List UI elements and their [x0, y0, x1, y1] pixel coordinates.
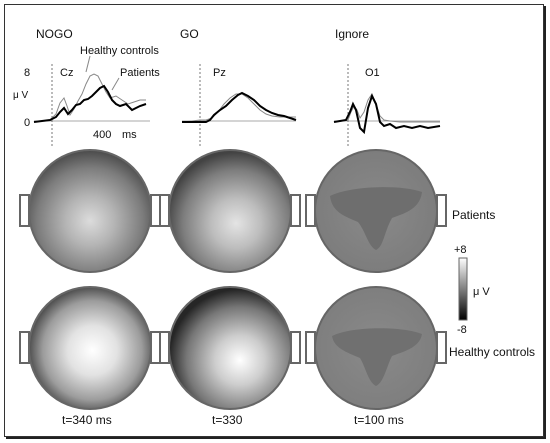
condition-label-go: GO	[180, 27, 199, 41]
row-label-healthy-controls: Healthy controls	[449, 345, 535, 359]
condition-label-nogo: NOGO	[36, 27, 73, 41]
head-ear-left	[19, 331, 30, 364]
erp-legend-leader-patients	[111, 77, 120, 91]
head-ear-right	[436, 331, 447, 364]
erp-trace-patients	[182, 91, 297, 123]
erp-x-tick-400: 400	[93, 129, 111, 141]
topo-map-patients-go	[159, 149, 301, 273]
row-label-patients: Patients	[452, 208, 495, 222]
topo-map-healthy-ignore	[305, 286, 447, 410]
head-ear-left	[159, 331, 170, 364]
topo-map-healthy-go	[159, 286, 301, 410]
head-ear-left	[305, 194, 316, 227]
head-ear-right	[290, 194, 301, 227]
erp-legend-leader-healthy	[85, 55, 91, 73]
head-ear-right	[436, 194, 447, 227]
head-ear-left	[305, 331, 316, 364]
erp-channel-o1: O1	[365, 67, 380, 79]
erp-trace-healthy-controls	[33, 73, 146, 123]
colorbar-min-label: -8	[457, 324, 467, 336]
erp-x-unit: ms	[122, 129, 137, 141]
colorbar: +8 -8 μ V	[454, 244, 490, 336]
head-ear-right	[290, 331, 301, 364]
erp-panel-ignore: O1	[333, 64, 441, 148]
erp-panel-go: Pz	[181, 64, 297, 148]
head-ear-right	[150, 331, 161, 364]
head-ear-left	[159, 194, 170, 227]
condition-label-ignore: Ignore	[335, 27, 369, 41]
erp-y-tick-0: 0	[24, 117, 30, 129]
scalp-map	[168, 286, 292, 410]
head-ear-left	[19, 194, 30, 227]
colorbar-gradient	[458, 257, 468, 321]
erp-channel-pz: Pz	[213, 67, 226, 79]
erp-trace-patients	[33, 84, 147, 123]
negative-region	[330, 187, 422, 250]
erp-trace-healthy-controls	[181, 93, 296, 123]
colorbar-max-label: +8	[454, 244, 467, 256]
topo-map-patients-nogo	[19, 149, 161, 273]
time-label-nogo: t=340 ms	[62, 413, 112, 427]
erp-y-unit: μ V	[13, 90, 29, 101]
erp-y-tick-8: 8	[24, 67, 30, 79]
erp-legend-healthy-controls: Healthy controls	[80, 45, 159, 57]
erp-trace-healthy-controls	[333, 92, 440, 123]
erp-legend-patients: Patients	[120, 67, 160, 79]
erp-trace-patients	[333, 93, 441, 135]
erp-channel-cz: Cz	[60, 67, 73, 79]
scalp-map	[28, 286, 152, 410]
head-ear-right	[150, 194, 161, 227]
scalp-map	[28, 149, 152, 273]
colorbar-unit-label: μ V	[473, 286, 490, 298]
topo-map-patients-ignore	[305, 149, 447, 273]
time-label-go: t=330	[212, 413, 243, 427]
erp-panel-nogo: μ V 8 0 400 ms Cz Healthy controls Patie…	[13, 45, 160, 148]
negative-region	[332, 328, 422, 386]
topo-map-healthy-nogo	[19, 286, 161, 410]
figure-border	[4, 4, 544, 437]
scalp-map	[168, 149, 292, 273]
time-label-ignore: t=100 ms	[354, 413, 404, 427]
